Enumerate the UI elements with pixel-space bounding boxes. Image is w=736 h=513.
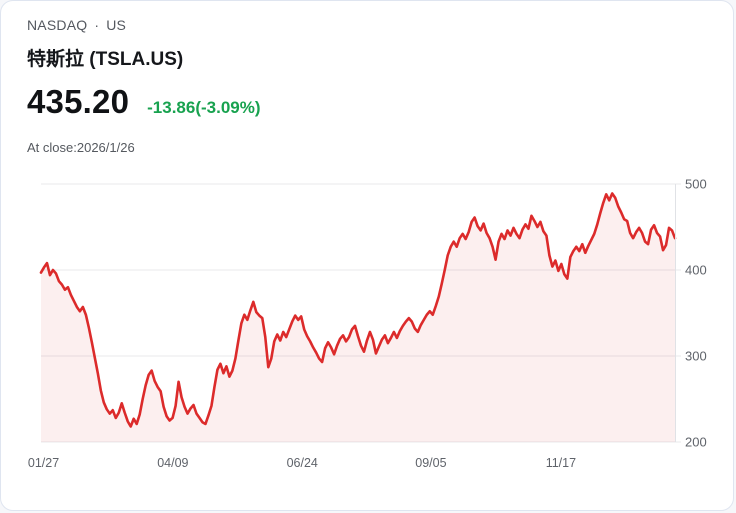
region-label: US (106, 17, 127, 33)
y-axis-label: 300 (685, 349, 707, 364)
y-axis-label: 200 (685, 435, 707, 450)
price-change: -13.86(-3.09%) (147, 98, 261, 117)
y-axis-labels: 500 400 300 200 (685, 177, 707, 450)
chart-line (39, 192, 677, 428)
exchange-row: NASDAQ · US (27, 17, 126, 33)
x-axis-label: 01/27 (28, 456, 59, 470)
last-price: 435.20 (27, 83, 130, 120)
x-axis-label: 09/05 (415, 456, 446, 470)
chart-area-fill (41, 193, 675, 442)
y-axis-label: 500 (685, 177, 707, 192)
close-timestamp: At close:2026/1/26 (27, 140, 135, 155)
separator-dot: · (94, 17, 100, 33)
x-axis-labels: 01/27 04/09 06/24 09/05 11/17 (28, 456, 576, 470)
y-axis-label: 400 (685, 263, 707, 278)
price-row: 435.20 -13.86(-3.09%) (27, 83, 261, 121)
x-axis-label: 06/24 (287, 456, 318, 470)
grid-layer (41, 183, 681, 443)
x-axis-label: 04/09 (157, 456, 188, 470)
x-axis-label: 11/17 (546, 456, 576, 470)
exchange-label: NASDAQ (27, 17, 88, 33)
stock-name: 特斯拉 (TSLA.US) (27, 49, 184, 70)
